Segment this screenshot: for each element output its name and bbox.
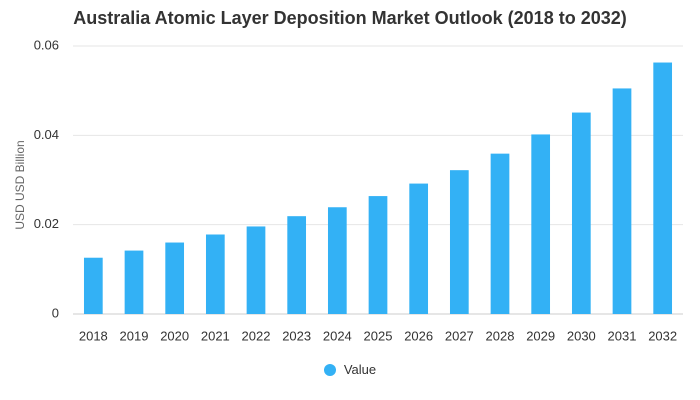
bars <box>83 62 673 314</box>
x-tick-label: 2030 <box>567 328 596 343</box>
bar-2018[interactable] <box>83 257 103 314</box>
bar-2028[interactable] <box>490 153 510 314</box>
x-tick-label: 2023 <box>282 328 311 343</box>
x-tick-label: 2029 <box>526 328 555 343</box>
bar-2022[interactable] <box>246 226 266 314</box>
bar-2029[interactable] <box>531 134 551 314</box>
bar-2024[interactable] <box>327 207 347 314</box>
x-tick-label: 2022 <box>242 328 271 343</box>
bar-2025[interactable] <box>368 196 388 314</box>
y-axis-title: USD USD Billion <box>13 140 27 229</box>
bar-2027[interactable] <box>449 170 469 314</box>
x-axis-ticks: 2018 2019 2020 2021 2022 2023 2024 2025 2026 2027… <box>79 328 677 343</box>
bar-2021[interactable] <box>205 234 225 314</box>
x-tick-label: 2024 <box>323 328 352 343</box>
bar-2026[interactable] <box>409 183 429 314</box>
y-tick-label: 0.06 <box>34 37 59 52</box>
x-tick-label: 2026 <box>404 328 433 343</box>
bar-2031[interactable] <box>612 88 632 314</box>
x-tick-label: 2018 <box>79 328 108 343</box>
legend[interactable]: Value <box>0 362 700 377</box>
x-tick-label: 2019 <box>120 328 149 343</box>
chart-title: Australia Atomic Layer Deposition Market… <box>73 8 627 28</box>
y-tick-label: 0.04 <box>34 127 59 142</box>
bar-2030[interactable] <box>571 112 591 314</box>
bar-2019[interactable] <box>124 250 144 314</box>
bar-2020[interactable] <box>165 242 185 314</box>
x-tick-label: 2031 <box>608 328 637 343</box>
x-tick-label: 2028 <box>486 328 515 343</box>
y-tick-label: 0.02 <box>34 216 59 231</box>
x-tick-label: 2025 <box>364 328 393 343</box>
legend-marker <box>323 363 336 376</box>
bar-2032[interactable] <box>653 62 673 314</box>
y-tick-label: 0 <box>52 305 59 320</box>
x-tick-label: 2032 <box>648 328 677 343</box>
x-tick-label: 2020 <box>160 328 189 343</box>
bar-2023[interactable] <box>287 216 307 314</box>
legend-label: Value <box>343 362 377 377</box>
x-tick-label: 2021 <box>201 328 230 343</box>
y-axis-ticks: 0 0.02 0.04 0.06 <box>34 37 59 320</box>
x-tick-label: 2027 <box>445 328 474 343</box>
